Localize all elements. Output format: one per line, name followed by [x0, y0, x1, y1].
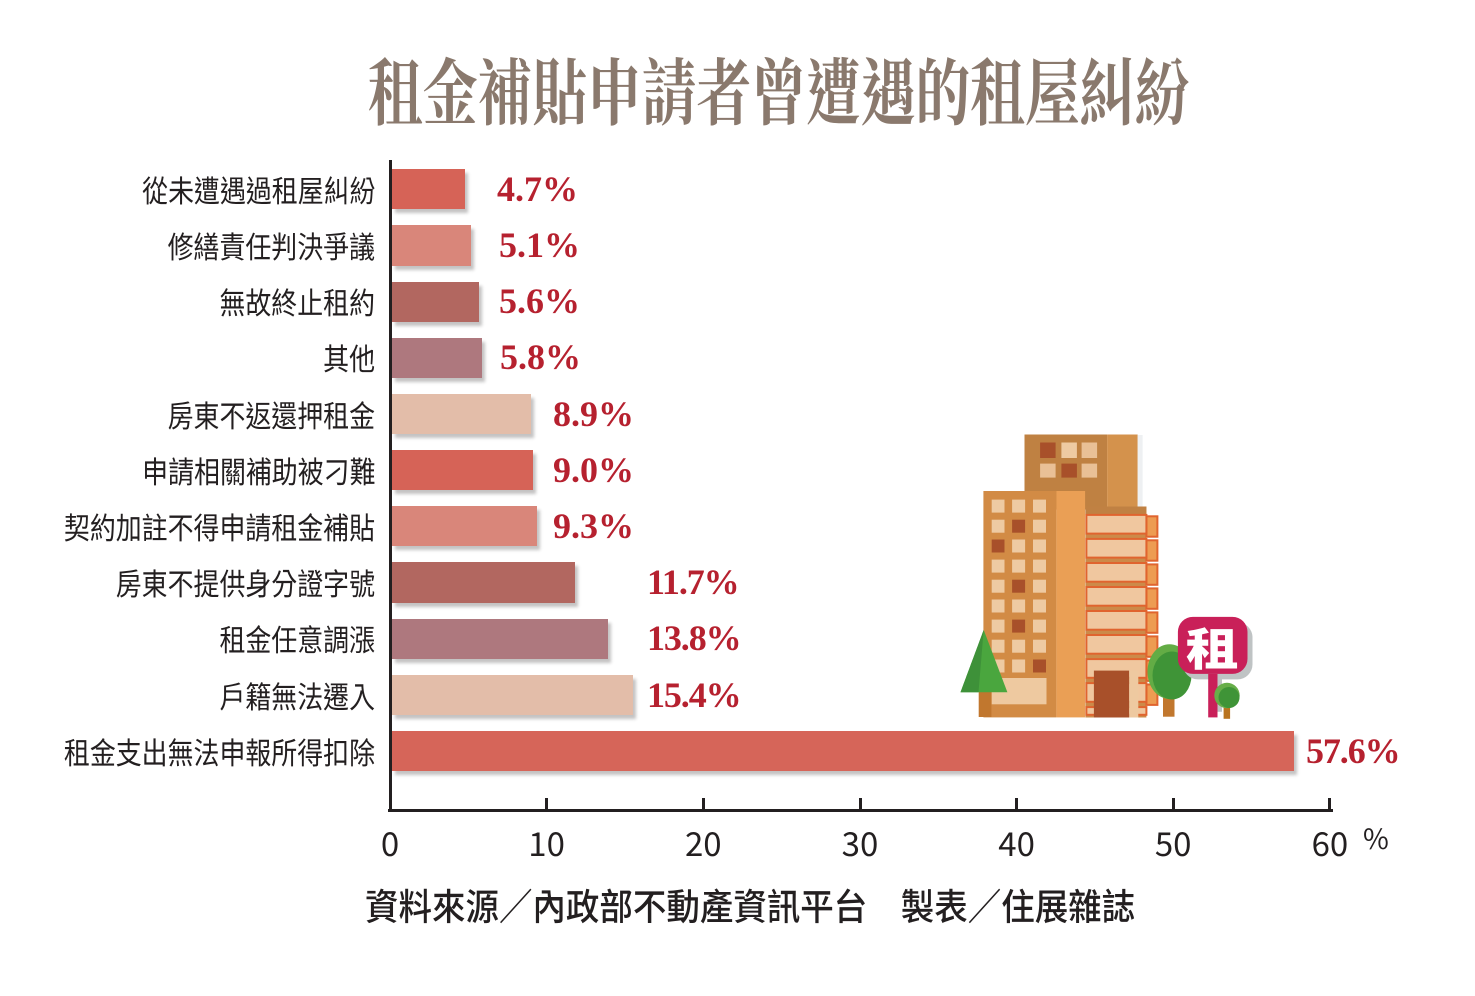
- svg-text:租: 租: [1186, 614, 1239, 679]
